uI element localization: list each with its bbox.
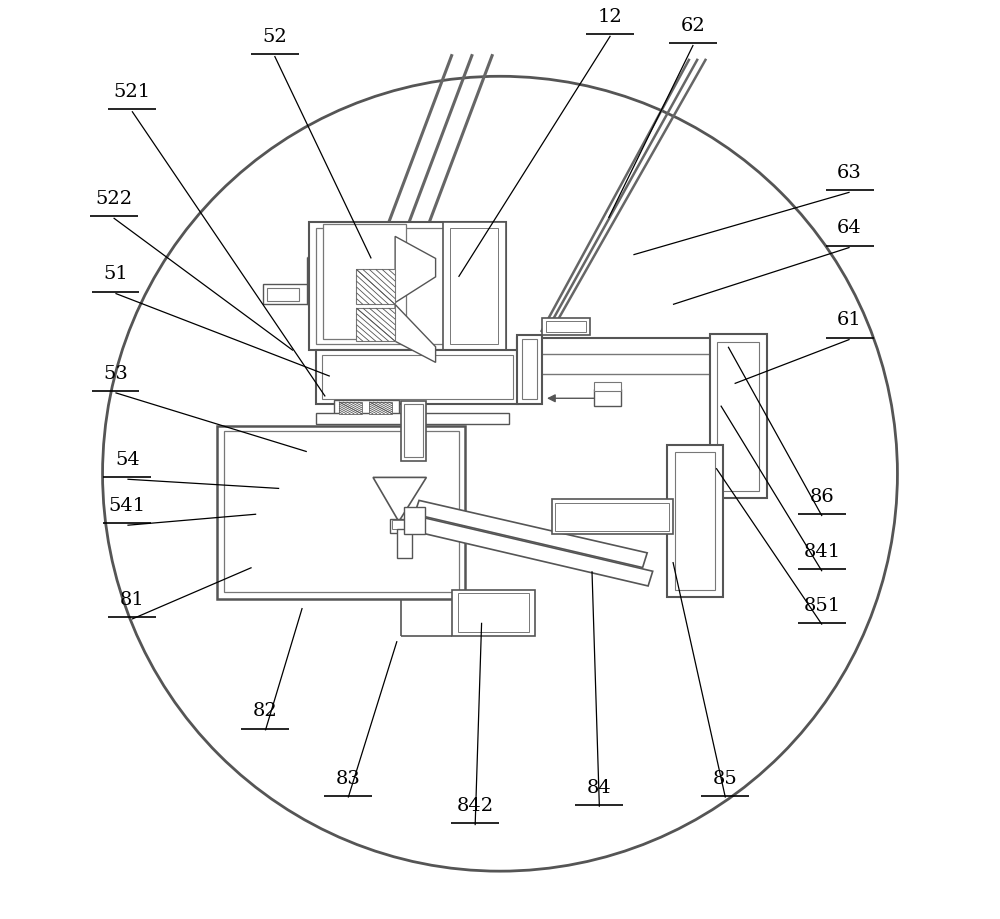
Bar	[542, 319, 590, 335]
Polygon shape	[420, 518, 653, 586]
Text: 82: 82	[253, 701, 278, 720]
Bar	[323, 225, 406, 340]
Bar	[404, 507, 425, 535]
Bar	[316, 414, 509, 425]
Text: 84: 84	[587, 777, 612, 796]
Bar	[594, 390, 621, 406]
Bar	[316, 351, 518, 404]
Text: 81: 81	[120, 590, 144, 608]
Bar	[552, 500, 673, 535]
Bar	[267, 289, 299, 301]
Bar	[224, 432, 459, 593]
Text: 842: 842	[457, 796, 494, 814]
Bar	[316, 229, 500, 345]
Bar	[450, 229, 498, 345]
Bar	[263, 285, 307, 305]
Text: 63: 63	[837, 164, 862, 182]
Bar	[522, 340, 537, 400]
Bar	[717, 343, 759, 492]
Bar	[322, 356, 513, 400]
Text: 86: 86	[810, 487, 834, 505]
Text: 52: 52	[262, 28, 287, 46]
Bar	[675, 452, 715, 590]
Bar	[517, 335, 542, 404]
Text: 841: 841	[803, 542, 841, 561]
Text: 522: 522	[95, 189, 132, 208]
Bar	[217, 426, 465, 599]
Text: 54: 54	[115, 450, 140, 469]
Bar	[517, 338, 758, 357]
Bar	[458, 594, 529, 632]
Polygon shape	[395, 305, 436, 363]
Text: 83: 83	[336, 768, 361, 787]
Text: 12: 12	[598, 7, 623, 26]
Bar	[594, 382, 621, 391]
Bar	[517, 355, 758, 375]
Bar	[443, 222, 506, 351]
Bar	[392, 520, 407, 529]
Bar	[356, 309, 395, 342]
Bar	[555, 504, 669, 531]
Text: 53: 53	[103, 364, 128, 382]
Bar	[309, 222, 506, 351]
Bar	[401, 402, 426, 461]
Polygon shape	[414, 501, 647, 568]
Text: 61: 61	[837, 311, 862, 329]
Text: 541: 541	[109, 496, 146, 515]
Bar	[404, 404, 423, 458]
Text: 51: 51	[103, 265, 128, 283]
Bar	[339, 403, 362, 414]
Text: 85: 85	[713, 768, 738, 787]
Text: 851: 851	[803, 596, 841, 614]
Bar	[369, 403, 392, 414]
Polygon shape	[395, 237, 436, 303]
Text: 64: 64	[837, 219, 862, 237]
Bar	[356, 270, 395, 305]
Bar	[390, 519, 410, 533]
Text: 62: 62	[681, 17, 706, 35]
Bar	[710, 335, 767, 498]
Bar	[667, 446, 723, 597]
Bar	[546, 322, 586, 333]
Bar	[397, 529, 412, 559]
Bar	[452, 590, 535, 636]
Polygon shape	[373, 478, 426, 522]
Bar	[334, 401, 399, 415]
Text: 521: 521	[113, 83, 151, 101]
